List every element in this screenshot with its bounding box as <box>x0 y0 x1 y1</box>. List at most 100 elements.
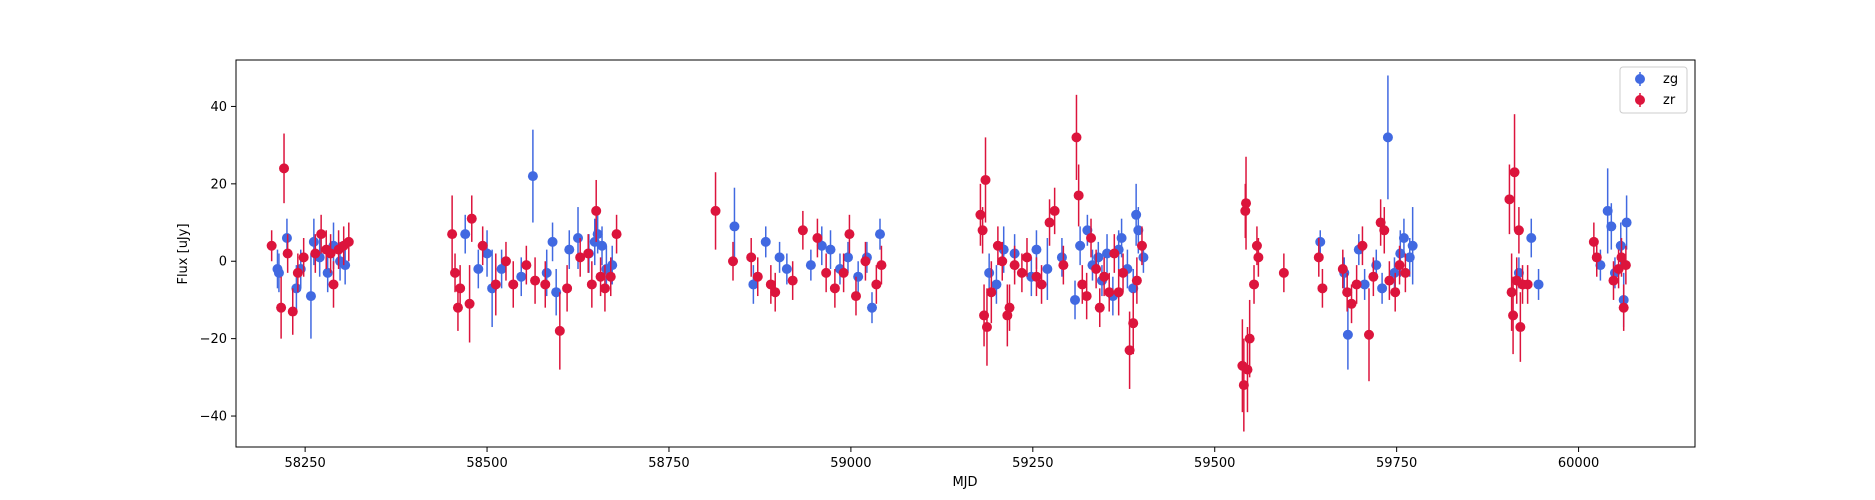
data-point-zr <box>595 271 606 282</box>
data-point-zr <box>583 248 594 259</box>
data-point-zr <box>1131 275 1142 286</box>
data-point-zg <box>825 244 836 255</box>
data-point-zr <box>611 229 622 240</box>
y-axis: −40 −20 0 20 40 <box>200 100 236 425</box>
data-point-zg <box>1398 233 1409 244</box>
y-tick-label: 20 <box>210 177 227 192</box>
data-point-zr <box>787 275 798 286</box>
legend-marker-zg <box>1635 74 1645 84</box>
data-point-zr <box>1104 287 1115 298</box>
data-point-zg <box>547 236 558 247</box>
data-point-zr <box>452 302 463 313</box>
data-point-zr <box>298 252 309 263</box>
data-point-zr <box>1086 233 1097 244</box>
data-point-zr <box>986 287 997 298</box>
data-point-zr <box>1044 217 1055 228</box>
y-tick-label: −20 <box>200 332 227 347</box>
data-point-zg <box>1128 283 1139 294</box>
x-tick-label: 58750 <box>648 456 689 471</box>
data-point-zg <box>748 279 759 290</box>
data-point-zr <box>1313 252 1324 263</box>
data-point-zg <box>1342 329 1353 340</box>
data-point-zg <box>1133 225 1144 236</box>
data-point-zg <box>1070 294 1081 305</box>
data-point-zg <box>597 240 608 251</box>
data-point-zr <box>562 283 573 294</box>
data-point-zr <box>1049 205 1060 216</box>
data-point-zr <box>977 225 988 236</box>
data-point-zr <box>1094 302 1105 313</box>
data-point-zr <box>530 275 541 286</box>
data-point-zr <box>1317 283 1328 294</box>
data-point-zg <box>1315 236 1326 247</box>
data-point-zr <box>1504 194 1515 205</box>
data-point-zg <box>1056 252 1067 263</box>
data-point-zr <box>554 325 565 336</box>
data-point-zr <box>997 256 1008 267</box>
data-point-zg <box>866 302 877 313</box>
data-point-zr <box>1506 287 1517 298</box>
data-point-zr <box>1608 275 1619 286</box>
x-tick-label: 59750 <box>1376 456 1417 471</box>
x-axis: 58250 58500 58750 59000 59250 59500 59750 60000 <box>284 447 1599 471</box>
x-tick-label: 60000 <box>1558 456 1599 471</box>
data-point-zr <box>466 213 477 224</box>
data-point-zg <box>1116 233 1127 244</box>
data-point-zr <box>1253 252 1264 263</box>
data-point-zg <box>516 271 527 282</box>
data-point-zg <box>805 260 816 271</box>
data-point-zg <box>853 271 864 282</box>
data-point-zr <box>455 283 466 294</box>
data-point-zr <box>1379 225 1390 236</box>
data-point-zr <box>310 248 321 259</box>
data-point-zg <box>991 279 1002 290</box>
data-point-zg <box>482 248 493 259</box>
legend-marker-zr <box>1635 95 1645 105</box>
data-point-zg <box>1382 132 1393 143</box>
data-point-zg <box>496 263 507 274</box>
data-point-zr <box>599 283 610 294</box>
data-point-zr <box>1058 260 1069 271</box>
data-point-zg <box>1377 283 1388 294</box>
data-point-zr <box>508 279 519 290</box>
data-point-zr <box>1238 380 1249 391</box>
data-point-zr <box>821 267 832 278</box>
data-point-zr <box>1515 322 1526 333</box>
data-point-zr <box>464 298 475 309</box>
data-point-zg <box>592 229 603 240</box>
data-point-zr <box>1249 279 1260 290</box>
data-point-zr <box>1077 279 1088 290</box>
data-point-zr <box>844 229 855 240</box>
data-point-zr <box>1124 345 1135 356</box>
data-point-zg <box>1533 279 1544 290</box>
y-tick-label: 40 <box>210 100 227 115</box>
data-point-zg <box>729 221 740 232</box>
data-point-zg <box>984 267 995 278</box>
x-tick-label: 59000 <box>830 456 871 471</box>
data-point-zr <box>797 225 808 236</box>
y-tick-label: −40 <box>200 410 227 425</box>
data-point-zr <box>1099 271 1110 282</box>
data-point-zr <box>1337 263 1348 274</box>
data-point-zr <box>1244 333 1255 344</box>
legend-label-zr: zr <box>1663 93 1676 108</box>
data-point-zr <box>1375 217 1386 228</box>
data-point-zr <box>500 256 511 267</box>
data-point-zg <box>760 236 771 247</box>
data-point-zr <box>586 279 597 290</box>
data-point-zg <box>1075 240 1086 251</box>
data-point-zr <box>860 256 871 267</box>
y-tick-label: 0 <box>219 255 227 270</box>
data-point-zg <box>551 287 562 298</box>
data-point-zr <box>540 279 551 290</box>
data-point-zg <box>473 263 484 274</box>
data-point-zr <box>980 174 991 185</box>
data-point-zg <box>781 263 792 274</box>
data-point-zr <box>812 233 823 244</box>
data-point-zr <box>1513 225 1524 236</box>
data-point-zr <box>992 240 1003 251</box>
data-point-zg <box>842 252 853 263</box>
data-point-zr <box>1357 240 1368 251</box>
data-point-zg <box>1602 205 1613 216</box>
data-point-zr <box>1004 302 1015 313</box>
